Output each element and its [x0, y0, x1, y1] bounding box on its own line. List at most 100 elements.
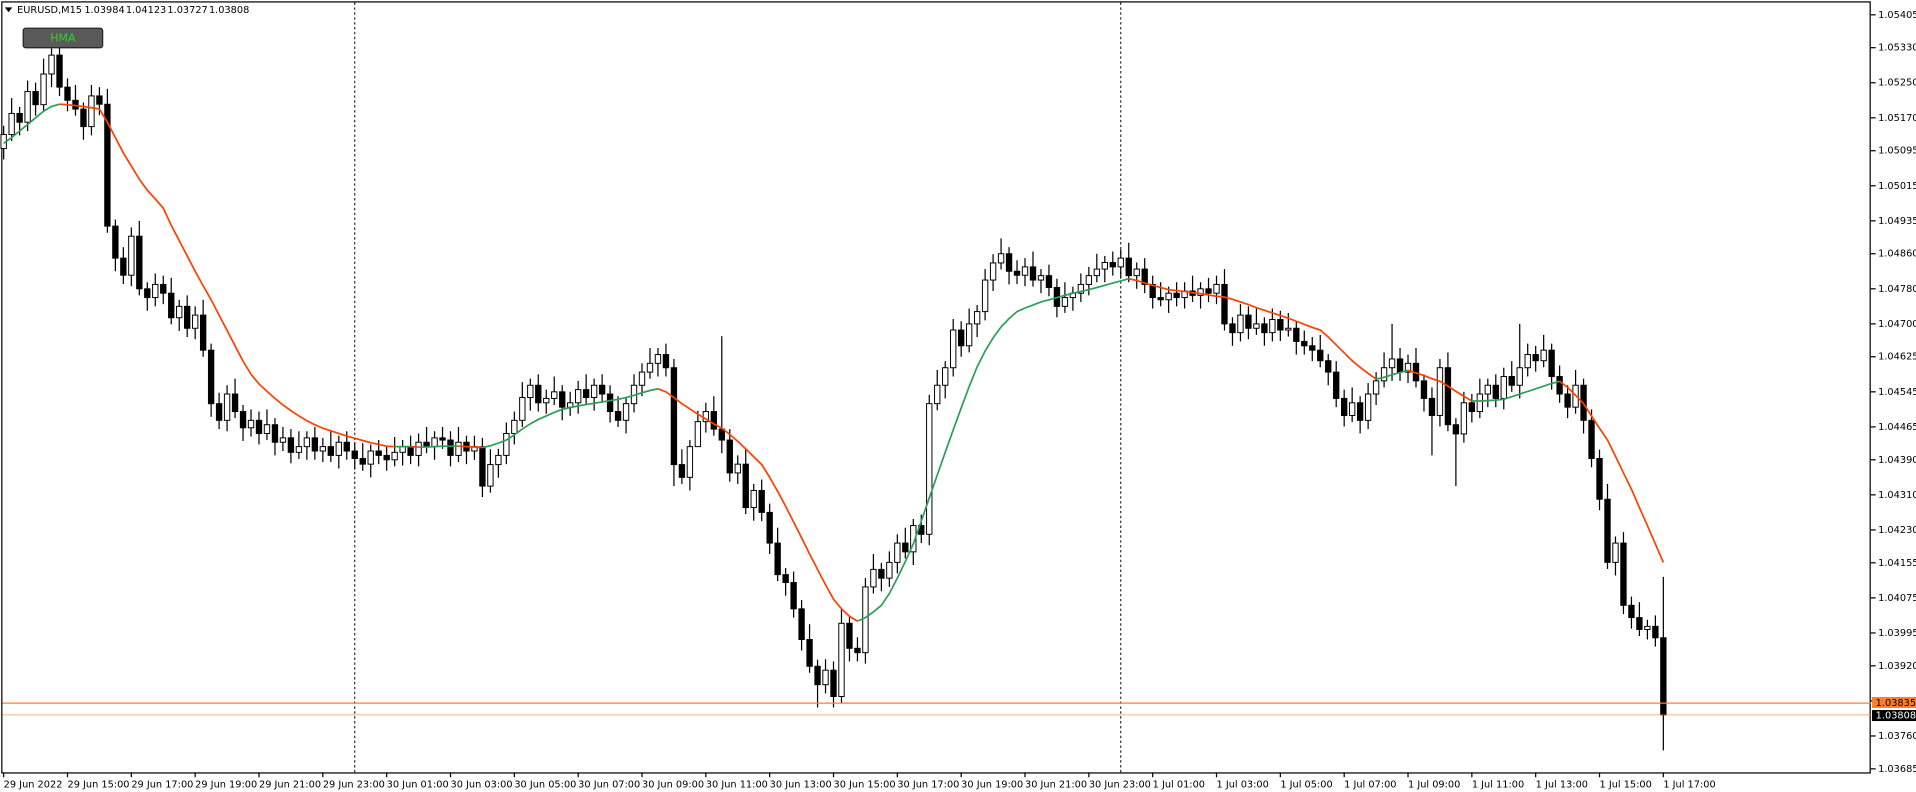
- candle-body: [958, 329, 965, 347]
- candle-body: [1165, 292, 1172, 301]
- candle-body: [870, 568, 877, 588]
- candle-body: [989, 262, 997, 281]
- candle-body: [335, 441, 342, 456]
- y-tick-label: 1.04935: [1878, 216, 1916, 227]
- x-tick-label: 30 Jun 11:00: [706, 780, 768, 791]
- candle-body: [104, 103, 111, 227]
- x-tick-label: 29 Jun 23:00: [323, 780, 385, 791]
- candle-body: [215, 403, 223, 421]
- indicator-line: [1375, 369, 1409, 380]
- candle-body: [830, 669, 837, 698]
- candle-body: [758, 489, 765, 513]
- candle-body: [8, 112, 15, 135]
- x-tick-label: 30 Jun 17:00: [897, 780, 959, 791]
- candle-body: [1205, 288, 1212, 294]
- candle-body: [80, 108, 87, 128]
- candle-body: [168, 292, 175, 319]
- symbol-menu-arrow[interactable]: [4, 7, 13, 13]
- candle-body: [574, 389, 582, 404]
- candle-body: [750, 489, 757, 509]
- candle-body: [1436, 367, 1444, 416]
- candle-body: [191, 314, 199, 329]
- x-tick-label: 1 Jul 01:00: [1153, 780, 1205, 791]
- x-tick-label: 30 Jun 13:00: [770, 780, 832, 791]
- candle-body: [279, 437, 287, 443]
- candle-body: [1428, 397, 1436, 416]
- x-tick-label: 1 Jul 09:00: [1408, 780, 1460, 791]
- candle-body: [88, 95, 95, 128]
- x-tick-label: 1 Jul 11:00: [1472, 780, 1524, 791]
- candle-body: [790, 582, 797, 610]
- candle-body: [128, 235, 135, 276]
- x-tick-label: 30 Jun 01:00: [387, 780, 449, 791]
- candle-body: [1628, 604, 1635, 619]
- candle-body: [1021, 266, 1029, 276]
- indicator-button[interactable]: HMA: [22, 27, 104, 49]
- candle-body: [24, 91, 31, 123]
- candle-body: [351, 450, 358, 459]
- hline-price-label: 1.03835: [1876, 698, 1916, 709]
- candle-body: [1277, 319, 1284, 331]
- x-tick-label: 30 Jun 21:00: [1025, 780, 1087, 791]
- candle-body: [527, 384, 534, 399]
- candle-body: [1141, 268, 1148, 285]
- candle-body: [64, 86, 71, 101]
- x-tick-label: 29 Jun 21:00: [259, 780, 321, 791]
- candle-body: [160, 283, 167, 294]
- indicator-line: [1559, 380, 1665, 563]
- header-high: 1.04123: [126, 5, 166, 16]
- candle-body: [1253, 323, 1260, 329]
- candle-body: [311, 437, 319, 452]
- candle-body: [1197, 288, 1204, 296]
- candle-body: [136, 235, 143, 290]
- candle-body: [1157, 297, 1164, 301]
- candle-body: [375, 450, 382, 456]
- indicator-line: [482, 387, 659, 449]
- x-tick-label: 30 Jun 19:00: [961, 780, 1023, 791]
- indicator-line: [458, 445, 483, 449]
- candle-body: [1285, 327, 1292, 331]
- x-tick-label: 1 Jul 13:00: [1536, 780, 1588, 791]
- candle-body: [415, 441, 422, 456]
- candle-body: [734, 463, 741, 474]
- candle-body: [726, 439, 733, 474]
- y-tick-label: 1.03685: [1878, 764, 1916, 775]
- candle-body: [942, 367, 949, 386]
- candle-body: [239, 411, 247, 429]
- indicator-line: [1471, 380, 1560, 402]
- indicator-button-label[interactable]: HMA: [50, 32, 76, 45]
- candle-body: [559, 391, 566, 408]
- candle-body: [1476, 393, 1484, 413]
- candle-body: [1269, 319, 1276, 334]
- x-tick-label: 30 Jun 15:00: [834, 780, 896, 791]
- candle-body: [1245, 314, 1252, 329]
- candle-body: [766, 511, 773, 544]
- x-tick-label: 29 Jun 15:00: [67, 780, 129, 791]
- candle-body: [965, 323, 973, 347]
- candle-body: [822, 669, 829, 686]
- candle-body: [199, 314, 207, 351]
- candle-body: [846, 622, 853, 649]
- y-tick-label: 1.04465: [1878, 422, 1916, 433]
- candle-body: [774, 542, 781, 576]
- candle-body: [950, 329, 957, 369]
- candle-body: [271, 424, 279, 443]
- last-price-label: 1.03808: [1876, 711, 1916, 722]
- candle-body: [231, 393, 239, 413]
- y-tick-label: 1.03920: [1878, 661, 1916, 672]
- indicator-line: [1128, 277, 1377, 380]
- candle-body: [255, 419, 263, 434]
- x-tick-label: 29 Jun 17:00: [131, 780, 193, 791]
- indicator-button-bg[interactable]: [22, 27, 104, 49]
- candle-body: [56, 54, 63, 88]
- candle-body: [399, 446, 406, 453]
- candle-body: [40, 73, 47, 106]
- candle-body: [1564, 393, 1571, 408]
- indicator-line: [1407, 369, 1473, 402]
- candle-body: [535, 384, 542, 404]
- candle-body: [1596, 457, 1603, 500]
- candle-body: [886, 561, 893, 579]
- candle-body: [551, 391, 558, 399]
- candle-body: [479, 446, 486, 487]
